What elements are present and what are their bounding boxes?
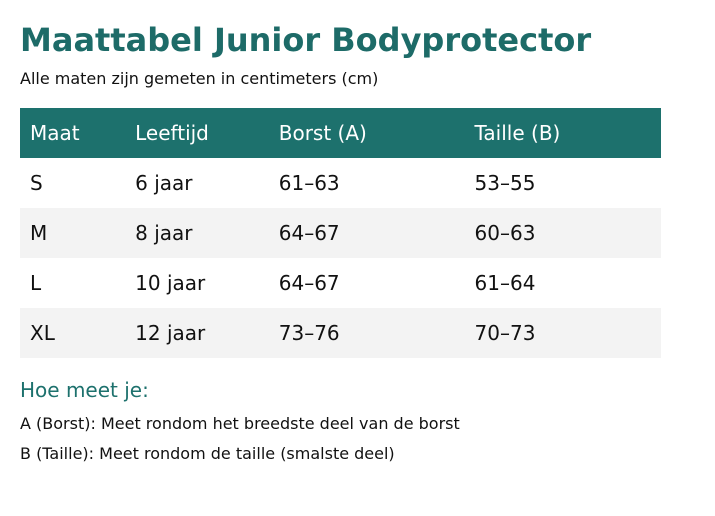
notes-heading: Hoe meet je: (20, 378, 149, 402)
note: A (Borst): Meet rondom het breedste deel… (20, 414, 460, 433)
table-cell: M (20, 208, 126, 258)
notes: A (Borst): Meet rondom het breedste deel… (20, 414, 715, 464)
size-table: Maat Leeftijd Borst (A) Taille (B) S 6 jaar 6… (20, 108, 661, 358)
column-header: Taille (B) (464, 108, 661, 158)
table-cell: 60–63 (464, 208, 661, 258)
table-cell: 8 jaar (125, 208, 269, 258)
table-row: XL 12 jaar 73–76 70–73 (20, 308, 661, 358)
header-row: Maat Leeftijd Borst (A) Taille (B) (20, 108, 661, 158)
table-cell: 12 jaar (125, 308, 269, 358)
subtitle: Alle maten zijn gemeten in centimeters (… (20, 69, 379, 88)
table-row: S 6 jaar 61–63 53–55 (20, 158, 661, 208)
table-cell: 10 jaar (135, 271, 206, 295)
table-cell: 53–55 (474, 171, 536, 195)
table-cell: 73–76 (268, 308, 465, 358)
table-cell: 64–67 (268, 208, 465, 258)
table-cell: 61–64 (474, 271, 536, 295)
table-cell: S (30, 171, 43, 195)
note: B (Taille): Meet rondom de taille (smals… (20, 444, 395, 463)
column-header: Maat (20, 108, 126, 158)
table-cell: XL (20, 308, 126, 358)
table-cell: L (30, 271, 42, 295)
document: Maattabel Junior Bodyprotector Alle mate… (20, 21, 715, 464)
table-row: L 10 jaar 64–67 61–64 (20, 258, 661, 308)
title: Maattabel Junior Bodyprotector (20, 21, 592, 59)
table-cell: 6 jaar (135, 171, 193, 195)
column-header: Borst (A) (268, 108, 465, 158)
column-header: Leeftijd (125, 108, 269, 158)
table-cell: 61–63 (278, 171, 340, 195)
table-cell: 70–73 (464, 308, 661, 358)
table-cell: 64–67 (278, 271, 340, 295)
